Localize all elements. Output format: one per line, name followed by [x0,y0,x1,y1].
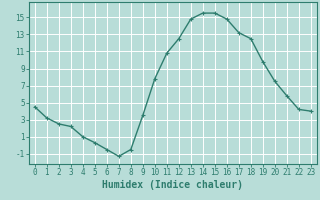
X-axis label: Humidex (Indice chaleur): Humidex (Indice chaleur) [102,180,243,190]
